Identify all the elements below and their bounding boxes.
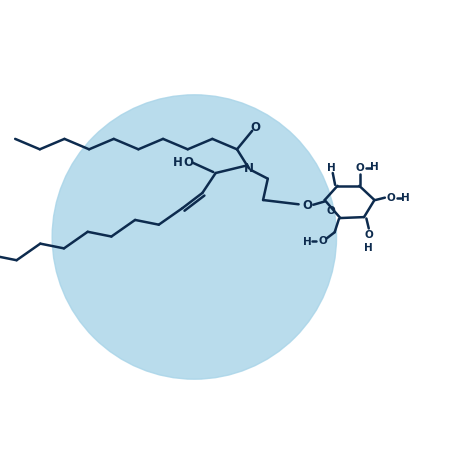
Text: H: H [303, 237, 312, 247]
Text: O: O [365, 230, 373, 240]
Text: O: O [302, 199, 312, 212]
Text: O: O [387, 192, 395, 203]
Text: H: H [328, 163, 336, 173]
Text: O: O [356, 163, 365, 173]
Text: H: H [401, 192, 410, 203]
Text: O: O [319, 236, 327, 246]
Text: H: H [370, 162, 379, 172]
Text: N: N [244, 162, 254, 175]
Text: O: O [250, 121, 260, 135]
Text: H: H [173, 156, 182, 169]
Circle shape [52, 95, 337, 379]
Text: O: O [183, 156, 193, 169]
Text: O: O [327, 206, 335, 216]
Text: H: H [365, 243, 373, 254]
